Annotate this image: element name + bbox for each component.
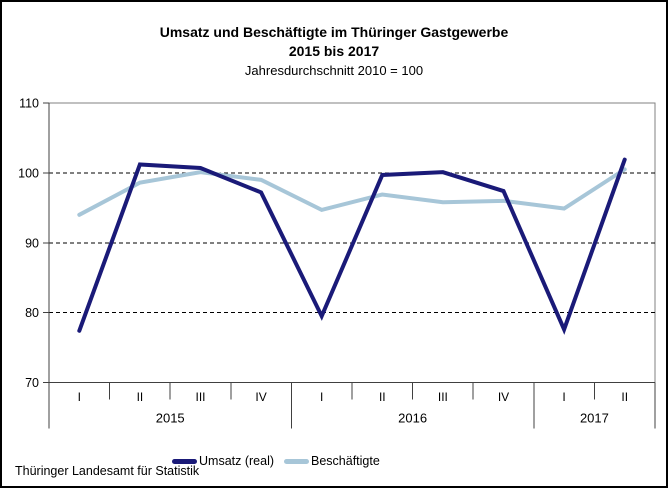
year-label-2015: 2015 [156, 411, 185, 426]
quarter-label: I [320, 390, 323, 404]
year-label-2016: 2016 [398, 411, 427, 426]
quarter-label: IV [498, 390, 509, 404]
y-tick-label-100: 100 [18, 166, 39, 180]
legend-label-beschaeftigte: Beschäftigte [311, 454, 380, 468]
series-line-0 [77, 157, 627, 335]
umsatz-line-swatch-icon [172, 458, 197, 464]
source-credit: Thüringer Landesamt für Statistik [15, 464, 200, 478]
y-tick-label-70: 70 [25, 376, 39, 390]
quarter-label: I [78, 390, 81, 404]
chart-subtitle: Jahresdurchschnitt 2010 = 100 [244, 63, 424, 78]
legend-label-umsatz: Umsatz (real) [199, 454, 275, 468]
y-tick-label-110: 110 [19, 97, 39, 111]
quarter-label: II [379, 390, 386, 404]
y-tick-label-90: 90 [25, 236, 39, 250]
y-tick-label-80: 80 [25, 306, 39, 320]
legend-item-umsatz: Umsatz (real) [172, 454, 274, 468]
quarter-label: II [137, 390, 144, 404]
chart-title-line2: 2015 bis 2017 [288, 43, 380, 59]
quarter-label: III [438, 390, 448, 404]
chart-title-block: Umsatz und Beschäftigte im Thüringer Gas… [2, 23, 666, 79]
quarter-label: III [195, 390, 205, 404]
y-axis: 70 80 90 100 110 [18, 97, 655, 390]
chart-title-line1: Umsatz und Beschäftigte im Thüringer Gas… [159, 24, 509, 40]
chart-legend: Umsatz (real) Beschäftigte [172, 453, 380, 469]
series-line-1 [77, 167, 627, 217]
quarter-label: I [562, 390, 565, 404]
quarter-label: IV [255, 390, 266, 404]
quarter-label: II [621, 390, 628, 404]
year-label-2017: 2017 [580, 411, 609, 426]
beschaeftigte-line-swatch-icon [284, 458, 310, 464]
legend-item-beschaeftigte: Beschäftigte [284, 454, 380, 468]
